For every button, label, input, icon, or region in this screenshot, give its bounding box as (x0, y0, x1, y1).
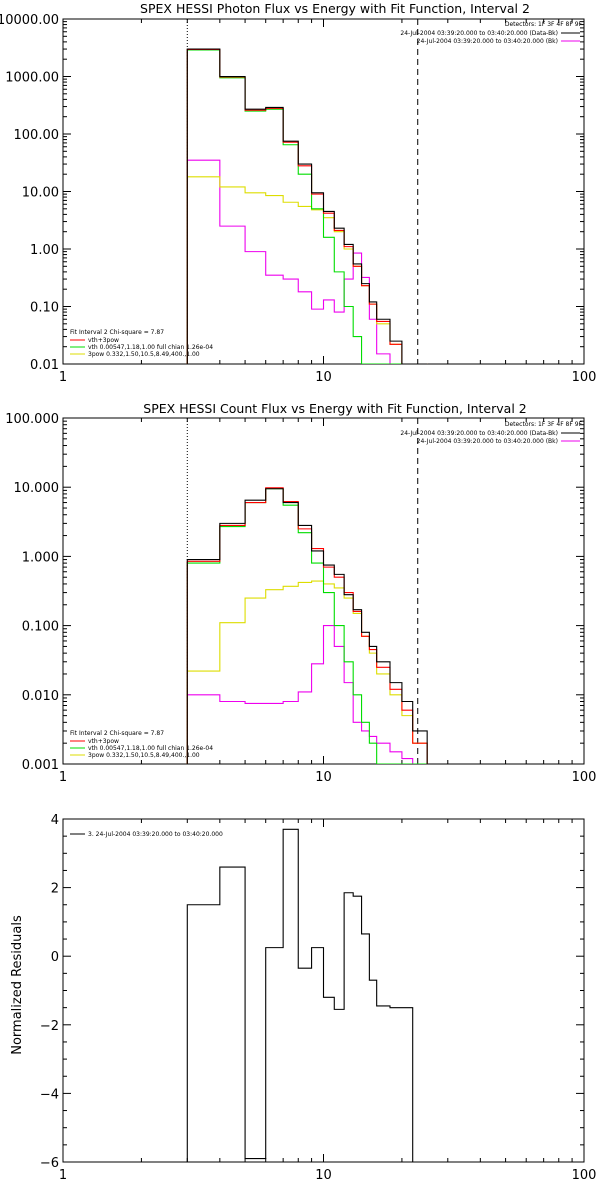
y-tick-label: 10000.00 (0, 13, 59, 28)
y-tick-label: 4 (51, 813, 59, 828)
y-tick-label: −6 (40, 1156, 59, 1171)
photon-fit-header: Fit Interval 2 Chi-square = 7.87 (70, 329, 164, 336)
count-fit-item-0-label: vth+3pow (88, 738, 119, 745)
photon-fit-item-1-label: vth 0.00547,1.18,1.00 full chian 1.26e-0… (88, 344, 213, 351)
count-fit-header: Fit Interval 2 Chi-square = 7.87 (70, 730, 164, 737)
series-data-line (186, 48, 428, 364)
x-tick-label: 10 (315, 370, 332, 385)
y-tick-label: 100.000 (5, 412, 59, 427)
series-pow-line (186, 580, 428, 764)
series-bk-line (186, 159, 428, 364)
x-tick-label: 100 (572, 370, 597, 385)
y-tick-label: 10.00 (22, 186, 59, 201)
photon-fit-item-0-label: vth+3pow (88, 337, 119, 344)
photon-detectors-label: Detectors: 1F 3F 4F 8F 9F (505, 21, 583, 28)
series-total-line (186, 487, 428, 764)
x-tick-label: 1 (59, 770, 67, 785)
y-tick-label: 0.10 (30, 301, 59, 316)
series-pow-line (186, 176, 428, 364)
count-detectors-label: Detectors: 1F 3F 4F 8F 9F (505, 421, 583, 428)
y-tick-label: −2 (40, 1019, 59, 1034)
y-tick-label: 0.01 (30, 358, 59, 373)
y-tick-label: 0.001 (22, 758, 59, 773)
residuals-legend-label: 3. 24-Jul-2004 03:39:20.000 to 03:40:20.… (88, 831, 223, 838)
count-panel-title: SPEX HESSI Count Flux vs Energy with Fit… (143, 401, 526, 416)
x-tick-label: 100 (572, 1168, 597, 1183)
y-tick-label: 1.000 (22, 550, 59, 565)
y-tick-label: 1.00 (30, 243, 59, 258)
series-thermal-line (186, 488, 428, 764)
x-tick-label: 10 (315, 770, 332, 785)
photon-fit-item-2-label: 3pow 0.332,1.50,10.5,8.49,400.,1.00 (88, 351, 200, 358)
y-tick-label: 0 (51, 950, 59, 965)
y-tick-label: 1000.00 (5, 71, 59, 86)
y-tick-label: 2 (51, 882, 59, 897)
plot-frame (62, 18, 585, 365)
count-bk-interval-label: 24-Jul-2004 03:39:20.000 to 03:40:20.000… (417, 438, 558, 445)
count-data-interval-label: 24-Jul-2004 03:39:20.000 to 03:40:20.000… (400, 430, 558, 437)
y-tick-label: 100.00 (14, 128, 60, 143)
y-tick-label: 0.010 (22, 689, 59, 704)
photon-flux-panel: SPEX HESSI Photon Flux vs Energy with Fi… (0, 1, 596, 385)
series-data-line (186, 488, 428, 764)
x-tick-label: 10 (315, 1168, 332, 1183)
series-data-line (186, 828, 414, 1162)
count-fit-item-1-label: vth 0.00547,1.18,1.00 full chian 1.26e-0… (88, 745, 213, 752)
x-tick-label: 100 (572, 770, 597, 785)
y-tick-label: 10.000 (14, 481, 60, 496)
residuals-ylabel: Normalized Residuals (10, 915, 25, 1055)
series-bk-line (186, 625, 428, 764)
x-tick-label: 1 (59, 370, 67, 385)
y-tick-label: −4 (40, 1087, 59, 1102)
photon-data-interval-label: 24-Jul-2004 03:39:20.000 to 03:40:20.000… (400, 30, 558, 37)
count-flux-panel: SPEX HESSI Count Flux vs Energy with Fit… (5, 401, 596, 785)
x-tick-label: 1 (59, 1168, 67, 1183)
photon-panel-title: SPEX HESSI Photon Flux vs Energy with Fi… (140, 1, 530, 16)
count-fit-item-2-label: 3pow 0.332,1.50,10.5,8.49,400.,1.00 (88, 752, 200, 759)
residuals-panel: Normalized Residuals 3. 24-Jul-2004 03:3… (10, 813, 596, 1183)
photon-bk-interval-label: 24-Jul-2004 03:39:20.000 to 03:40:20.000… (417, 38, 558, 45)
y-tick-label: 0.100 (22, 620, 59, 635)
